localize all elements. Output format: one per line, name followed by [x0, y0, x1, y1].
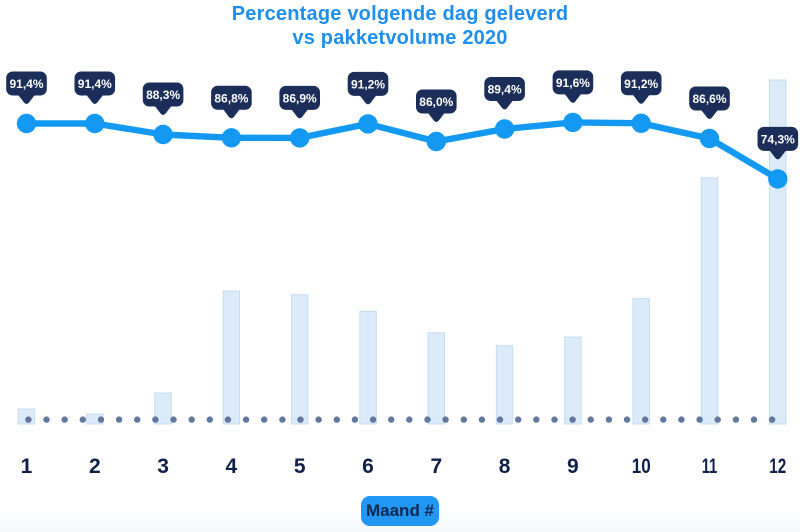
svg-text:89,4%: 89,4%	[488, 83, 522, 97]
svg-text:74,3%: 74,3%	[761, 132, 795, 146]
svg-text:9: 9	[567, 455, 579, 478]
svg-text:91,2%: 91,2%	[624, 77, 658, 91]
svg-text:8: 8	[499, 455, 511, 478]
svg-text:86,6%: 86,6%	[692, 92, 726, 106]
svg-text:11: 11	[702, 455, 718, 478]
svg-text:10: 10	[632, 455, 651, 478]
svg-text:86,8%: 86,8%	[214, 91, 248, 105]
svg-text:86,0%: 86,0%	[419, 95, 453, 109]
svg-text:91,2%: 91,2%	[351, 77, 385, 91]
svg-text:86,9%: 86,9%	[283, 91, 317, 105]
svg-text:91,4%: 91,4%	[9, 77, 43, 91]
svg-text:88,3%: 88,3%	[146, 88, 180, 102]
svg-text:6: 6	[362, 455, 374, 478]
svg-text:3: 3	[157, 455, 169, 478]
svg-text:4: 4	[226, 455, 238, 478]
svg-text:12: 12	[769, 455, 786, 478]
svg-text:1: 1	[21, 455, 33, 478]
svg-text:5: 5	[294, 455, 306, 478]
svg-text:7: 7	[430, 455, 442, 478]
svg-text:2: 2	[89, 455, 101, 478]
svg-text:91,4%: 91,4%	[78, 77, 112, 91]
svg-text:91,6%: 91,6%	[556, 76, 590, 90]
